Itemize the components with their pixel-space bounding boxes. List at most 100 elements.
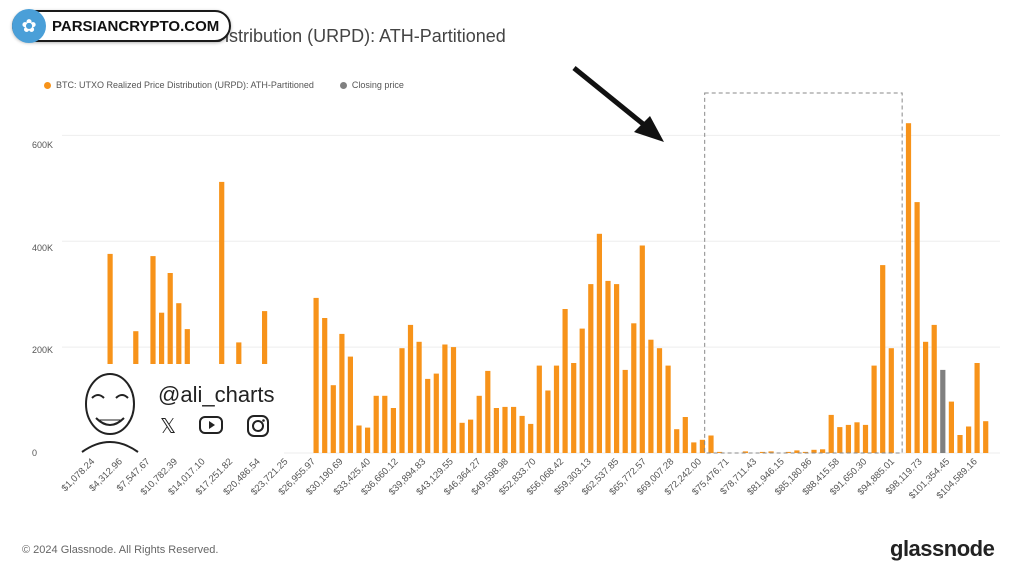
urpd-bar[interactable] xyxy=(682,417,688,453)
urpd-bar[interactable] xyxy=(699,439,705,453)
urpd-bar[interactable] xyxy=(596,233,602,453)
urpd-bar[interactable] xyxy=(691,442,697,453)
urpd-bar[interactable] xyxy=(356,425,362,454)
author-handle: @ali_charts xyxy=(158,382,275,407)
urpd-bar[interactable] xyxy=(373,395,379,453)
urpd-bar[interactable] xyxy=(579,328,585,453)
urpd-bar[interactable] xyxy=(107,253,113,453)
closing-price-bar[interactable] xyxy=(940,369,946,453)
legend-label-closing-price: Closing price xyxy=(351,80,404,90)
legend-label-urpd: BTC: UTXO Realized Price Distribution (U… xyxy=(56,80,314,90)
urpd-bar[interactable] xyxy=(708,435,714,454)
urpd-bar[interactable] xyxy=(957,435,963,453)
glassnode-logo: glassnode xyxy=(890,536,995,561)
legend-swatch-gray xyxy=(339,81,347,89)
urpd-bar[interactable] xyxy=(365,427,371,453)
urpd-bar[interactable] xyxy=(433,373,439,453)
urpd-bar[interactable] xyxy=(802,451,808,453)
urpd-bar[interactable] xyxy=(974,363,980,453)
urpd-bar[interactable] xyxy=(914,202,920,453)
urpd-bar[interactable] xyxy=(407,324,414,453)
urpd-bar[interactable] xyxy=(545,390,551,454)
urpd-bar[interactable] xyxy=(528,423,534,453)
urpd-bar[interactable] xyxy=(931,324,937,453)
urpd-bar[interactable] xyxy=(622,369,628,453)
urpd-bar[interactable] xyxy=(837,427,843,453)
urpd-bar[interactable] xyxy=(571,363,577,453)
urpd-bar[interactable] xyxy=(502,406,508,453)
instagram-icon[interactable] xyxy=(246,414,270,444)
legend-item-closing-price[interactable]: Closing price xyxy=(339,80,404,90)
urpd-bar[interactable] xyxy=(648,339,654,453)
urpd-bar[interactable] xyxy=(219,181,225,453)
urpd-bar[interactable] xyxy=(459,422,465,453)
chart-legend: BTC: UTXO Realized Price Distribution (U… xyxy=(44,80,404,90)
urpd-bar[interactable] xyxy=(390,408,396,453)
urpd-bar[interactable] xyxy=(382,395,388,453)
urpd-bar[interactable] xyxy=(493,408,499,453)
urpd-bar[interactable] xyxy=(313,297,319,453)
social-icons: 𝕏 xyxy=(160,414,270,444)
author-watermark xyxy=(62,364,284,458)
urpd-bar[interactable] xyxy=(820,449,826,453)
urpd-bar[interactable] xyxy=(717,451,723,453)
urpd-bar[interactable] xyxy=(476,395,482,453)
urpd-bar[interactable] xyxy=(339,333,345,453)
site-badge[interactable]: ✿ PARSIANCRYPTO.COM xyxy=(12,9,232,43)
arrow-shaft xyxy=(572,66,650,130)
y-tick-label: 200K xyxy=(32,345,54,355)
highlight-box xyxy=(704,92,903,454)
urpd-bar[interactable] xyxy=(347,356,353,453)
urpd-bar[interactable] xyxy=(639,245,645,454)
urpd-bar[interactable] xyxy=(880,265,886,453)
urpd-bar[interactable] xyxy=(425,378,431,453)
urpd-bar[interactable] xyxy=(605,280,611,453)
urpd-bar[interactable] xyxy=(416,341,422,453)
urpd-bar[interactable] xyxy=(536,365,542,453)
urpd-bar[interactable] xyxy=(614,284,620,453)
urpd-bar[interactable] xyxy=(553,365,560,453)
urpd-bar[interactable] xyxy=(562,309,568,453)
urpd-bar[interactable] xyxy=(923,341,929,453)
urpd-bar[interactable] xyxy=(768,451,774,453)
urpd-bar[interactable] xyxy=(468,419,474,453)
urpd-bar[interactable] xyxy=(785,451,791,453)
tree-logo-icon: ✿ xyxy=(12,9,46,43)
urpd-bar[interactable] xyxy=(948,401,954,453)
urpd-bar[interactable] xyxy=(905,123,912,453)
author-cartoon-face-icon xyxy=(81,373,139,453)
urpd-bar[interactable] xyxy=(150,256,156,453)
urpd-bar[interactable] xyxy=(888,348,894,453)
urpd-bar[interactable] xyxy=(399,348,405,453)
urpd-bar[interactable] xyxy=(167,273,173,453)
youtube-icon[interactable] xyxy=(198,414,224,444)
urpd-bar[interactable] xyxy=(588,284,594,453)
x-icon[interactable]: 𝕏 xyxy=(160,416,177,438)
urpd-bar[interactable] xyxy=(811,449,817,453)
legend-swatch-orange xyxy=(44,81,51,89)
urpd-bar[interactable] xyxy=(485,370,491,453)
urpd-bar[interactable] xyxy=(674,429,680,453)
y-tick-label: 600K xyxy=(32,140,54,150)
urpd-bar[interactable] xyxy=(519,415,525,453)
urpd-bar[interactable] xyxy=(983,421,989,453)
urpd-bar[interactable] xyxy=(656,348,663,453)
urpd-bar[interactable] xyxy=(742,451,748,453)
urpd-bar[interactable] xyxy=(450,347,457,453)
urpd-bar[interactable] xyxy=(845,424,851,453)
urpd-bar[interactable] xyxy=(794,450,800,453)
urpd-bar[interactable] xyxy=(759,451,766,453)
urpd-bar[interactable] xyxy=(854,422,860,453)
urpd-bar[interactable] xyxy=(322,318,328,453)
urpd-bar[interactable] xyxy=(330,385,336,453)
urpd-bar[interactable] xyxy=(828,414,834,453)
legend-item-urpd[interactable]: BTC: UTXO Realized Price Distribution (U… xyxy=(44,80,314,90)
urpd-bar[interactable] xyxy=(966,426,972,454)
urpd-bar[interactable] xyxy=(871,365,877,453)
urpd-bar[interactable] xyxy=(511,406,517,453)
urpd-bar[interactable] xyxy=(631,323,637,453)
urpd-bar[interactable] xyxy=(862,424,869,453)
urpd-bar[interactable] xyxy=(665,365,671,453)
urpd-bar[interactable] xyxy=(442,344,448,454)
